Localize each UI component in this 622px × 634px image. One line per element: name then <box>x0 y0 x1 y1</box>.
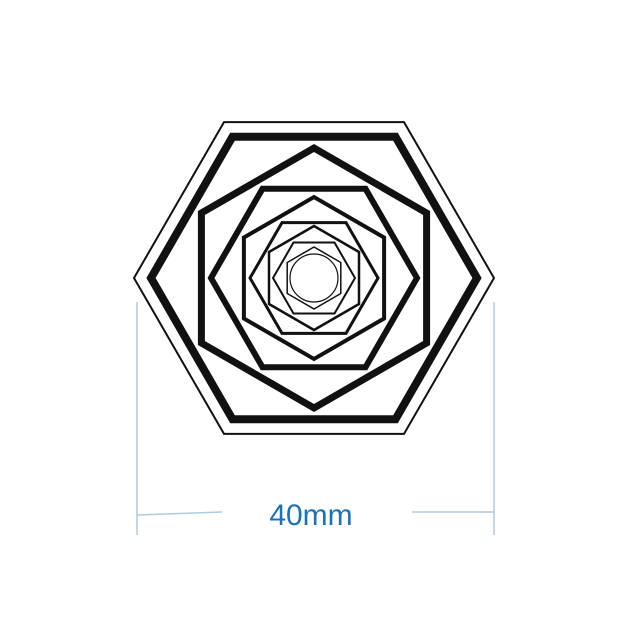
dimension-lines <box>136 302 495 535</box>
fifth-hexagon <box>248 221 380 335</box>
outer-thick-hexagon <box>146 132 482 424</box>
third-hexagon <box>207 185 421 371</box>
left-dimension-line <box>136 511 223 516</box>
dimension-label: 40mm <box>269 499 353 532</box>
concentric-hexagons <box>132 121 496 435</box>
seventh-hexagon <box>271 241 357 315</box>
sixth-hexagon <box>267 224 361 332</box>
outer-outline-hexagon <box>132 121 496 435</box>
center-circle <box>289 253 339 303</box>
inner-hexagon <box>286 246 342 310</box>
second-hexagon <box>197 143 431 413</box>
fourth-hexagon <box>241 194 387 362</box>
